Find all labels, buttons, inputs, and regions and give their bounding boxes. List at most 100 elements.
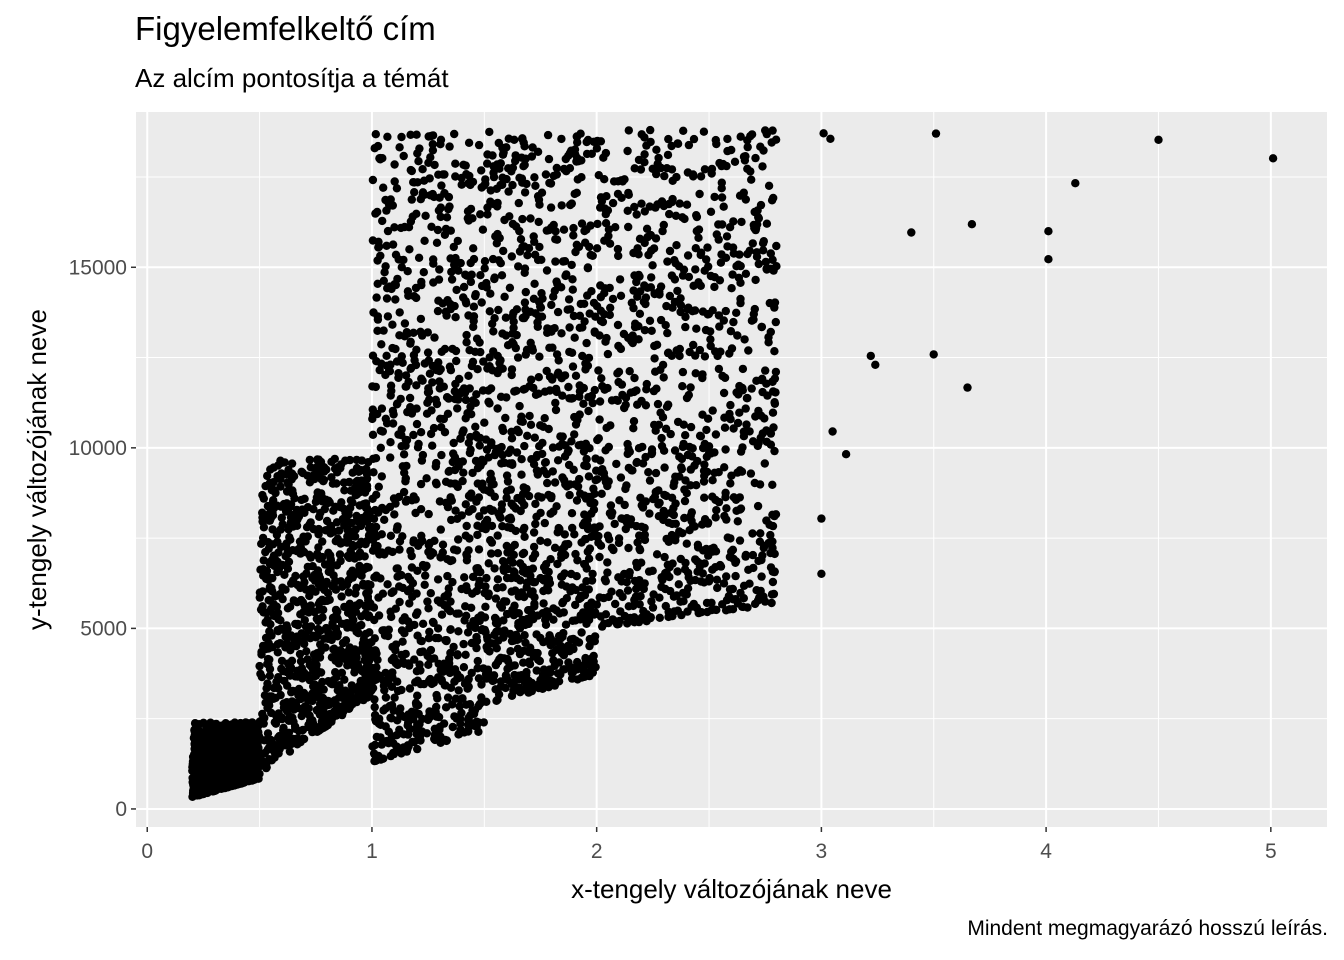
data-point [517,153,526,162]
data-point [483,364,492,373]
data-point [650,289,659,299]
data-point [433,225,443,235]
data-point [531,250,540,259]
data-point [483,159,492,168]
data-point [552,163,561,173]
data-point [280,570,289,579]
data-point [326,524,335,534]
data-point [488,676,497,686]
x-tick-label: 4 [1040,840,1052,863]
data-point [371,130,380,139]
data-point [320,560,330,569]
data-point [485,127,494,137]
data-point [477,298,486,307]
data-point [623,146,632,156]
data-point [537,493,546,502]
data-point [464,682,473,691]
data-point [541,615,550,624]
data-point [444,192,454,202]
data-point [480,257,490,266]
data-point [633,562,642,572]
data-point [280,458,289,467]
x-tick-label: 3 [816,840,828,863]
data-point [498,150,508,159]
data-point [403,407,412,417]
data-point [491,447,501,456]
data-point [530,599,539,608]
data-point [390,223,399,232]
data-point [607,543,617,552]
data-point [653,399,663,409]
data-point [483,486,493,495]
data-point [598,622,607,631]
data-point [604,442,613,452]
data-point [576,489,585,498]
data-point [459,282,469,292]
data-point [473,530,482,540]
data-point [726,327,736,336]
data-point [706,271,716,281]
data-point [417,277,426,287]
data-point [757,322,767,332]
data-point [502,393,511,402]
data-point [479,718,488,727]
data-point [735,493,744,502]
data-point [495,655,504,664]
data-point [1044,227,1053,236]
data-point [448,577,457,587]
data-point [761,366,770,375]
data-point [674,262,684,271]
data-point [428,146,438,155]
data-point [491,594,501,603]
data-point [424,676,434,685]
data-point [462,338,471,347]
data-point [328,479,338,488]
data-point [676,301,686,310]
data-point [707,164,717,174]
data-point [395,545,404,554]
data-point [208,739,217,748]
data-point [265,671,274,680]
data-point [462,700,471,709]
data-point [434,633,443,643]
data-point [696,172,706,181]
data-point [611,223,620,232]
data-point [459,160,468,169]
data-point [486,384,496,393]
data-point [497,271,507,280]
data-point [388,320,397,329]
data-point [436,203,445,212]
data-point [415,719,424,729]
data-point [198,744,207,754]
data-points [188,125,1278,801]
data-point [374,593,383,602]
data-point [390,160,399,169]
data-point [539,466,548,475]
data-point [291,700,301,709]
data-point [375,365,384,375]
data-point [604,618,613,628]
data-point [595,415,604,424]
data-point [387,284,396,294]
data-point [452,356,461,366]
data-point [550,286,559,296]
data-point [269,485,278,494]
data-point [722,515,731,524]
data-point [476,210,485,219]
data-point [577,673,586,682]
data-point [718,600,727,609]
data-point [269,496,278,505]
data-point [407,166,416,176]
data-point [653,159,662,169]
data-point [188,792,197,801]
data-point [601,219,611,228]
data-point [557,329,566,338]
data-point [477,166,486,175]
data-point [719,316,728,325]
data-point [743,164,752,173]
data-point [764,181,774,190]
data-point [683,607,692,616]
data-point [280,676,289,686]
data-point [393,399,402,408]
data-point [758,387,767,397]
